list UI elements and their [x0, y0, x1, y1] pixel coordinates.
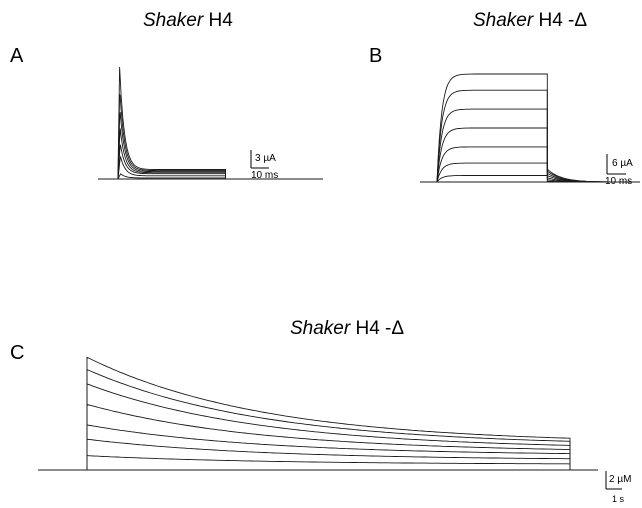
panel-a-trace-3 [117, 144, 226, 180]
panel-b-trace-2 [436, 162, 626, 183]
panel-b-trace-3 [436, 146, 626, 183]
panel-c-title-rest: H4 -Δ [350, 318, 405, 339]
panel-c-trace-3 [86, 424, 571, 470]
panel-c-trace-5 [86, 383, 571, 470]
panel-a-title-italic: Shaker [143, 10, 204, 31]
panel-a-trace-4 [117, 128, 226, 180]
panel-b-traces [420, 73, 640, 183]
panel-c-scale-bar [605, 471, 622, 490]
panel-b-trace-7 [436, 73, 626, 183]
panel-a-trace-7 [117, 66, 226, 180]
panel-c-trace-6 [86, 368, 571, 470]
panel-letter-b: B [369, 45, 383, 67]
panel-a-traces [98, 66, 323, 180]
panel-b-title: Shaker H4 -Δ [473, 10, 587, 32]
panel-a-title: Shaker H4 [143, 10, 233, 32]
panel-c-title-italic: Shaker [290, 318, 351, 339]
panel-a-trace-6 [117, 94, 226, 180]
panel-a-scale-y-label: 3 µA [255, 153, 276, 164]
panel-c-trace-4 [86, 403, 571, 470]
panel-c-trace-2 [86, 438, 571, 470]
panel-c-trace-7 [86, 356, 571, 470]
panel-c-trace-1 [86, 455, 571, 470]
panel-a-scale-bar [250, 150, 269, 169]
panel-letter-a: A [10, 45, 24, 67]
panel-b-trace-4 [436, 127, 626, 183]
panel-b-trace-5 [436, 108, 626, 183]
panel-letter-c: C [10, 342, 25, 364]
panel-a-trace-1 [117, 173, 226, 180]
panel-c-scale-y-label: 2 µM [609, 474, 632, 485]
panel-b-trace-6 [436, 89, 626, 183]
panel-a-trace-2 [117, 155, 226, 180]
panel-b-trace-1 [436, 175, 626, 183]
panel-b-scale-y-label: 6 µA [612, 158, 633, 169]
panel-a-scale-x-label: 10 ms [251, 170, 279, 181]
panel-b-title-rest: H4 -Δ [533, 10, 588, 31]
panel-b-title-italic: Shaker [473, 10, 534, 31]
panel-a-title-rest: H4 [203, 10, 233, 31]
panel-b-scale-bar [606, 154, 626, 175]
panel-c-traces [38, 356, 598, 471]
panel-c-title: Shaker H4 -Δ [290, 318, 404, 340]
panel-c-scale-x-label: 1 s [612, 494, 625, 504]
panel-a-trace-5 [117, 111, 226, 180]
